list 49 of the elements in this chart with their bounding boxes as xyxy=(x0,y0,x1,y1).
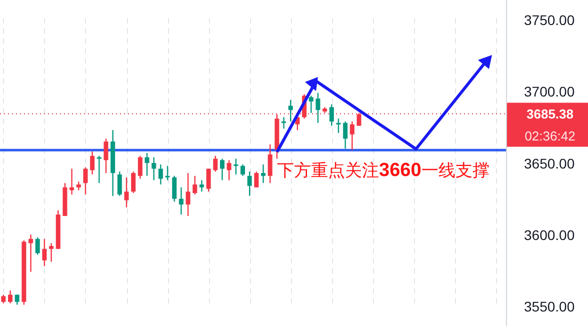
candlestick xyxy=(42,238,47,267)
candlestick xyxy=(152,156,156,181)
candlestick xyxy=(8,290,13,304)
candlestick xyxy=(282,116,286,130)
candlestick xyxy=(138,155,142,180)
candlestick xyxy=(28,234,34,272)
candlestick xyxy=(247,170,252,197)
candlestick xyxy=(268,144,272,184)
candlestick xyxy=(343,120,348,150)
ref-line-label: 3685.38 xyxy=(526,106,574,122)
candlestick xyxy=(83,166,88,196)
y-tick-label: 3600.00 xyxy=(524,226,575,243)
candlestick xyxy=(220,158,224,181)
candlestick xyxy=(144,152,150,176)
y-tick-label: 3700.00 xyxy=(524,84,575,100)
candlestick xyxy=(240,164,245,176)
candlestick xyxy=(254,170,259,188)
candlestick xyxy=(336,118,341,134)
candlestick xyxy=(131,170,136,194)
candlestick xyxy=(178,186,184,216)
candlestick xyxy=(35,236,40,256)
candlestick xyxy=(261,164,266,184)
candlestick xyxy=(117,170,122,197)
candlestick xyxy=(213,155,218,172)
y-tick-label: 3750.00 xyxy=(524,12,575,28)
candlestick xyxy=(350,120,354,151)
candlestick xyxy=(124,176,129,208)
candlestick xyxy=(90,150,95,176)
candlestick xyxy=(96,155,102,184)
candlestick xyxy=(14,294,20,306)
y-tick-label: 3650.00 xyxy=(524,155,575,172)
candlestick xyxy=(192,175,198,196)
candlestick xyxy=(308,95,314,114)
candlestick xyxy=(329,104,334,126)
candlestick xyxy=(186,172,190,217)
candlestick xyxy=(172,175,177,202)
candlestick xyxy=(104,138,108,174)
annotation: 下方重点关注3660一线支撑 xyxy=(277,160,490,181)
candlestick xyxy=(316,92,320,124)
candlestick xyxy=(49,242,54,262)
candlestick xyxy=(165,165,170,181)
candlestick xyxy=(206,168,211,192)
y-tick-label: 3550.00 xyxy=(524,298,575,314)
candlestick xyxy=(288,99,293,122)
candlestick xyxy=(234,158,238,176)
candlestick xyxy=(199,180,204,192)
candlestick xyxy=(226,160,232,181)
candlestick xyxy=(158,164,163,186)
text: 02:36:42 xyxy=(524,128,576,144)
